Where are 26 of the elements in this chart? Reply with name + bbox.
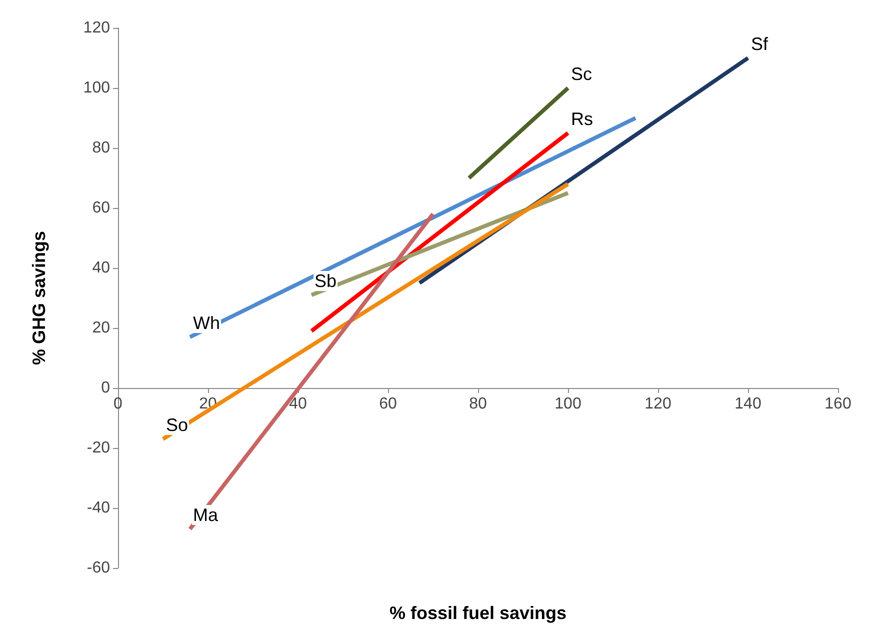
y-tick-label: 40 [92, 260, 110, 276]
series-label: Sf [751, 34, 770, 54]
x-tick-label: 40 [289, 396, 307, 412]
x-tick-label: 160 [824, 396, 852, 412]
x-tick-label: 140 [734, 396, 762, 412]
y-axis-title: % GHG savings [29, 230, 49, 366]
series-label: Sc [571, 64, 592, 84]
x-tick-label: 80 [469, 396, 487, 412]
series-label: So [166, 415, 188, 435]
y-tick-label: -40 [86, 500, 110, 516]
y-tick-label: -20 [86, 440, 110, 456]
y-tick-label: 60 [92, 200, 110, 216]
series-label: Rs [571, 109, 593, 129]
y-tick-label: 80 [92, 140, 110, 156]
x-tick-label: 60 [379, 396, 397, 412]
y-tick-label: 0 [101, 380, 110, 396]
y-tick-label: 120 [83, 20, 110, 36]
x-tick-label: 120 [644, 396, 672, 412]
series-label: Wh [193, 313, 220, 333]
x-axis-title: % fossil fuel savings [389, 603, 567, 623]
y-tick-label: 100 [83, 80, 110, 96]
x-tick-label: 100 [554, 396, 582, 412]
series-label: Sb [314, 271, 337, 291]
y-tick-label: -60 [86, 560, 110, 576]
y-tick-label: 20 [92, 320, 110, 336]
series-label: Ma [193, 505, 219, 525]
